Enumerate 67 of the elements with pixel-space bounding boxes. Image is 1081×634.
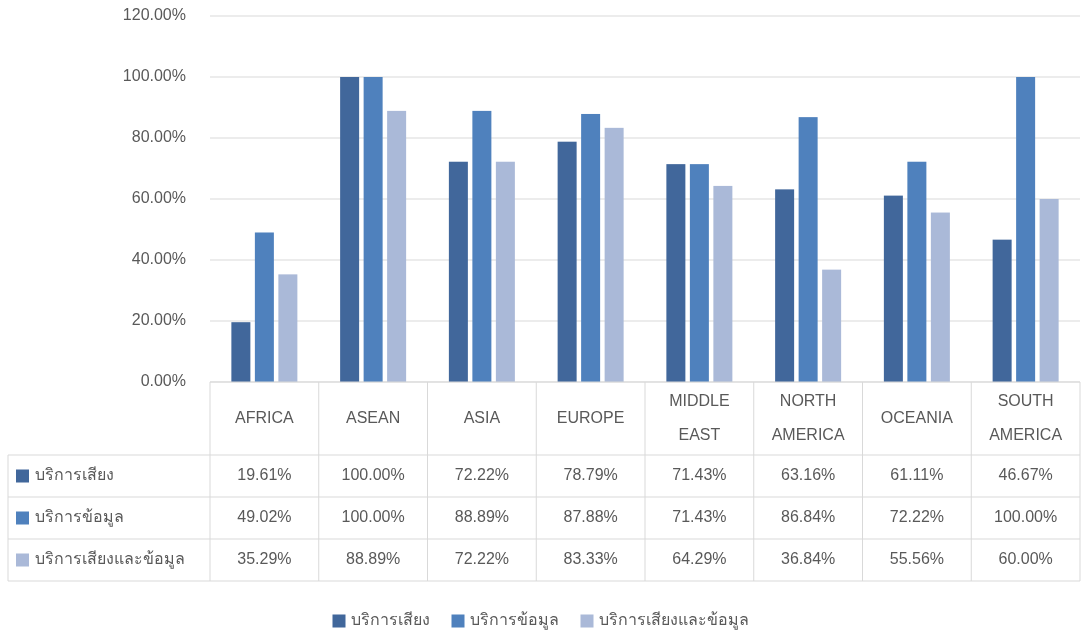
bar: [581, 113, 601, 382]
data-label: 86.84%: [780, 508, 836, 526]
x-tick-label: OCEANIA: [880, 408, 954, 426]
bar: [387, 110, 407, 382]
bar: [883, 195, 903, 382]
bar: [495, 161, 515, 382]
data-label: 83.33%: [563, 550, 618, 568]
bar: [930, 212, 950, 382]
data-label: 63.16%: [780, 466, 836, 484]
data-label: 100.00%: [994, 508, 1058, 526]
x-tick-label: ASEAN: [346, 408, 401, 426]
bar: [992, 239, 1012, 382]
data-label: 64.29%: [672, 550, 727, 568]
y-tick-label: 40.00%: [131, 250, 186, 268]
bar: [666, 164, 686, 382]
data-label: 100.00%: [341, 508, 405, 526]
data-label: 87.88%: [563, 508, 618, 526]
y-tick-label: 20.00%: [131, 311, 186, 329]
bar: [689, 164, 709, 382]
bar: [713, 185, 733, 382]
bar: [472, 110, 492, 382]
y-tick-label: 60.00%: [131, 189, 186, 207]
data-label: 35.29%: [237, 550, 292, 568]
bar: [798, 117, 818, 382]
bar: [340, 77, 360, 382]
y-tick-label: 120.00%: [122, 6, 186, 24]
x-tick-label: MIDDLE EAST: [669, 391, 730, 443]
x-tick-label: AFRICA: [235, 408, 295, 426]
x-tick-label: ASIA: [463, 408, 501, 426]
data-label: 55.56%: [889, 550, 945, 568]
bar: [1039, 199, 1059, 382]
data-label: 88.89%: [454, 508, 510, 526]
bar: [254, 232, 274, 382]
data-label: 72.22%: [454, 466, 510, 484]
bar: [448, 161, 468, 382]
data-label: 72.22%: [889, 508, 945, 526]
bar: [557, 141, 577, 382]
data-label: 46.67%: [998, 466, 1053, 484]
legend-label: บริการเสียงและข้อมูล: [35, 550, 185, 570]
data-label: 72.22%: [454, 550, 510, 568]
bar: [604, 127, 624, 382]
bar: [907, 161, 927, 382]
data-label: 61.11%: [890, 466, 944, 484]
bar: [363, 77, 383, 382]
bar: [775, 189, 795, 382]
y-tick-label: 100.00%: [122, 67, 186, 85]
data-label: 19.61%: [237, 466, 292, 484]
bar: [278, 274, 298, 382]
data-label: 71.43%: [672, 508, 727, 526]
bar: [822, 269, 842, 382]
bar: [1016, 77, 1036, 382]
data-label: 71.43%: [672, 466, 727, 484]
legend: บริการเสียง บริการข้อมูล บริการเสียงและข้อมูล: [332, 611, 749, 629]
data-label: 60.00%: [998, 550, 1053, 568]
bar: [231, 322, 251, 382]
x-tick-label: SOUTH AMERICA: [989, 391, 1063, 443]
legend-label: บริการเสียง: [35, 466, 114, 484]
data-label: 49.02%: [237, 508, 292, 526]
y-tick-label: 80.00%: [131, 128, 186, 146]
data-label: 100.00%: [341, 466, 405, 484]
x-tick-label: EUROPE: [556, 408, 625, 426]
data-label: 78.79%: [563, 466, 618, 484]
data-label: 88.89%: [345, 550, 401, 568]
y-tick-label: 0.00%: [140, 372, 186, 390]
data-label: 36.84%: [780, 550, 836, 568]
legend-label: บริการข้อมูล: [35, 508, 124, 528]
x-tick-label: NORTH AMERICA: [771, 391, 845, 443]
